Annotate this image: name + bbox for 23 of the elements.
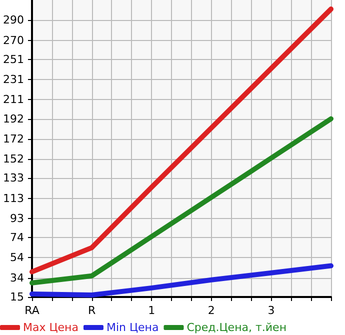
y-tick-label: 152 [2, 152, 24, 166]
x-tick-label: R [88, 304, 96, 317]
y-tick-label: 15 [10, 290, 24, 304]
legend-label: Max Цена [23, 321, 78, 334]
x-tick-label: 1 [148, 304, 156, 317]
y-tick-label: 270 [2, 34, 24, 47]
legend-label: Сред.Цена, т.йен [186, 321, 287, 334]
x-tick-label: RA [24, 304, 40, 317]
y-tick-label: 231 [2, 73, 24, 86]
x-tick-label: 3 [268, 304, 275, 317]
y-tick-label: 113 [2, 192, 24, 205]
x-tick-label: 2 [208, 304, 215, 317]
y-tick-label: 211 [2, 93, 24, 106]
y-tick-label: 74 [10, 231, 24, 244]
y-tick-label: 34 [10, 271, 24, 284]
y-tick-label: 192 [2, 112, 24, 126]
y-tick-label: 54 [10, 251, 24, 264]
legend-label: Min Цена [106, 321, 159, 334]
y-tick-label: 93 [10, 212, 24, 225]
y-tick-label: 172 [2, 132, 24, 146]
y-tick-label: 133 [2, 172, 24, 185]
y-tick-label: 290 [2, 14, 24, 27]
y-tick-label: 251 [2, 52, 24, 66]
